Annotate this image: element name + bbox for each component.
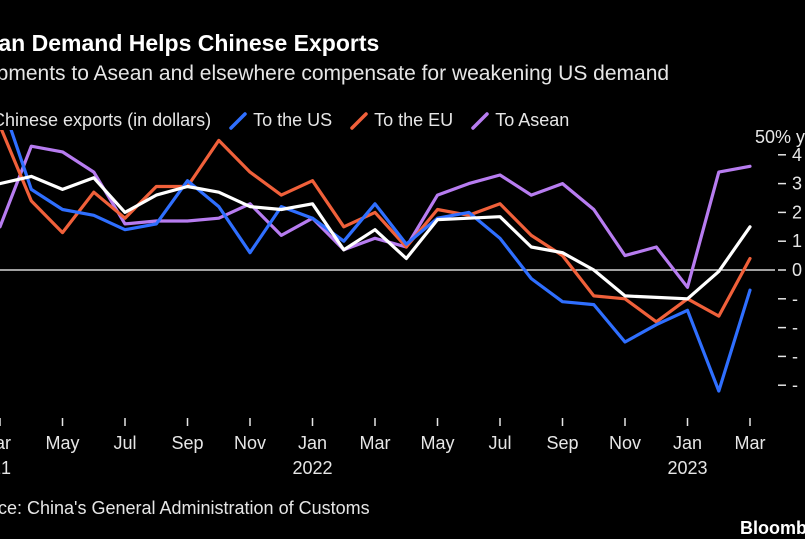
legend-swatch-asean <box>471 111 489 130</box>
x-tick-label: Sep <box>546 433 578 453</box>
series-line <box>9 130 752 393</box>
x-year-label: 2022 <box>292 458 332 478</box>
legend-label-asean: To Asean <box>495 110 570 130</box>
x-tick-label: Nov <box>234 433 266 453</box>
x-tick-label: ar <box>0 433 11 453</box>
y-tick-label: 2 <box>792 202 802 222</box>
series-line <box>0 144 752 289</box>
legend-swatch-eu <box>350 111 368 130</box>
chart-subtitle: ipments to Asean and elsewhere compensat… <box>0 62 670 85</box>
x-tick-label: Jul <box>488 433 511 453</box>
legend-label-eu: To the EU <box>374 110 454 130</box>
y-tick-label: - <box>792 289 798 309</box>
x-year-label: 21 <box>0 458 11 478</box>
y-tick-label: 0 <box>792 260 802 280</box>
y-tick-label: 3 <box>792 174 802 194</box>
legend-label-us: To the US <box>253 110 333 130</box>
legend-label-total: Chinese exports (in dollars) <box>0 110 212 130</box>
x-tick-label: Mar <box>360 433 391 453</box>
legend: Chinese exports (in dollars) To the US T… <box>0 110 587 131</box>
y-tick-label: 4 <box>792 145 802 165</box>
x-year-label: 2023 <box>667 458 707 478</box>
x-tick-label: Jan <box>298 433 327 453</box>
legend-swatch-us <box>229 111 247 130</box>
y-unit-label: 50% y <box>755 127 805 147</box>
x-tick-label: Jan <box>673 433 702 453</box>
y-tick-label: 1 <box>792 231 802 251</box>
x-tick-label: Mar <box>735 433 766 453</box>
chart-title: ian Demand Helps Chinese Exports <box>0 30 380 56</box>
legend-item-eu: To the EU <box>350 110 453 131</box>
series-line <box>0 174 752 301</box>
x-tick-label: Nov <box>609 433 641 453</box>
y-tick-label: - <box>792 346 798 366</box>
y-tick-label: - <box>792 375 798 395</box>
y-tick-label: - <box>792 318 798 338</box>
series-line <box>0 130 752 324</box>
source-note: rce: China's General Administration of C… <box>0 498 370 518</box>
x-tick-label: May <box>45 433 79 453</box>
x-tick-label: Sep <box>171 433 203 453</box>
legend-item-us: To the US <box>229 110 332 131</box>
brand-logo: Bloomb <box>740 518 805 538</box>
legend-item-asean: To Asean <box>471 110 569 131</box>
legend-item-total: Chinese exports (in dollars) <box>0 110 211 131</box>
x-tick-label: May <box>420 433 454 453</box>
x-tick-label: Jul <box>113 433 136 453</box>
